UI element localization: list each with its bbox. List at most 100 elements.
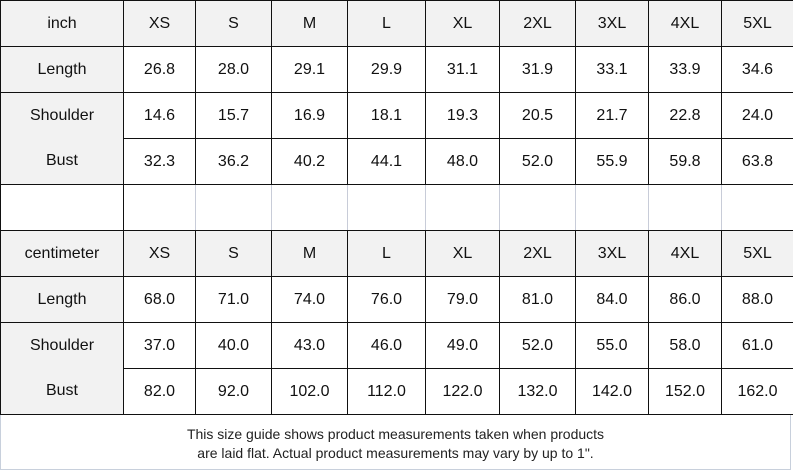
size-header-l: L — [347, 0, 426, 47]
empty-cell — [123, 184, 196, 231]
size-header-xs: XS — [123, 230, 196, 277]
empty-cell — [195, 184, 272, 231]
measurement-cell: 34.6 — [721, 46, 793, 93]
measurement-cell: 76.0 — [347, 276, 426, 323]
size-header-2xl: 2XL — [499, 230, 576, 277]
measurement-cell: 31.9 — [499, 46, 576, 93]
header-row-centimeter: centimeter XS S M L XL 2XL 3XL 4XL 5XL — [0, 230, 793, 277]
empty-cell — [648, 184, 722, 231]
empty-cell — [721, 184, 793, 231]
measurement-cell: 33.1 — [575, 46, 649, 93]
measurement-cell: 44.1 — [347, 138, 426, 185]
measurement-cell: 31.1 — [425, 46, 500, 93]
measurement-cell: 71.0 — [195, 276, 272, 323]
measurement-cell: 88.0 — [721, 276, 793, 323]
measurement-cell: 55.0 — [575, 322, 649, 369]
measurement-cell: 20.5 — [499, 92, 576, 139]
size-header-5xl: 5XL — [721, 0, 793, 47]
size-header-2xl: 2XL — [499, 0, 576, 47]
measurement-cell: 122.0 — [425, 368, 500, 415]
measurement-cell: 15.7 — [195, 92, 272, 139]
row-label: Bust — [0, 368, 124, 415]
table-row-bust: Bust 82.0 92.0 102.0 112.0 122.0 132.0 142.0 152… — [0, 368, 793, 415]
measurement-cell: 18.1 — [347, 92, 426, 139]
measurement-cell: 24.0 — [721, 92, 793, 139]
size-header-4xl: 4XL — [648, 0, 722, 47]
size-guide-note: This size guide shows product measuremen… — [0, 415, 791, 470]
measurement-cell: 46.0 — [347, 322, 426, 369]
header-row-inch: inch XS S M L XL 2XL 3XL 4XL 5XL — [0, 0, 793, 47]
measurement-cell: 32.3 — [123, 138, 196, 185]
table-row-length: Length 26.8 28.0 29.1 29.9 31.1 31.9 33.1 33.9 34… — [0, 46, 793, 93]
empty-cell — [425, 184, 500, 231]
empty-cell — [347, 184, 426, 231]
size-header-3xl: 3XL — [575, 230, 649, 277]
measurement-cell: 162.0 — [721, 368, 793, 415]
measurement-cell: 22.8 — [648, 92, 722, 139]
measurement-cell: 61.0 — [721, 322, 793, 369]
measurement-cell: 142.0 — [575, 368, 649, 415]
measurement-cell: 52.0 — [499, 322, 576, 369]
measurement-cell: 132.0 — [499, 368, 576, 415]
measurement-cell: 112.0 — [347, 368, 426, 415]
measurement-cell: 82.0 — [123, 368, 196, 415]
measurement-cell: 52.0 — [499, 138, 576, 185]
measurement-cell: 86.0 — [648, 276, 722, 323]
measurement-cell: 49.0 — [425, 322, 500, 369]
size-header-xl: XL — [425, 230, 500, 277]
empty-cell — [575, 184, 649, 231]
row-label: Shoulder — [0, 92, 124, 139]
table-row-shoulder: Shoulder 14.6 15.7 16.9 18.1 19.3 20.5 21.7 22.8… — [0, 92, 793, 139]
measurement-cell: 55.9 — [575, 138, 649, 185]
measurement-cell: 48.0 — [425, 138, 500, 185]
measurement-cell: 29.1 — [271, 46, 348, 93]
size-header-4xl: 4XL — [648, 230, 722, 277]
measurement-cell: 29.9 — [347, 46, 426, 93]
row-label: Length — [0, 46, 124, 93]
measurement-cell: 21.7 — [575, 92, 649, 139]
size-header-m: M — [271, 0, 348, 47]
measurement-cell: 26.8 — [123, 46, 196, 93]
empty-cell — [499, 184, 576, 231]
measurement-cell: 68.0 — [123, 276, 196, 323]
note-line-1: This size guide shows product measuremen… — [186, 426, 605, 442]
unit-header: inch — [0, 0, 124, 47]
unit-header: centimeter — [0, 230, 124, 277]
size-header-s: S — [195, 0, 272, 47]
size-header-5xl: 5XL — [721, 230, 793, 277]
measurement-cell: 102.0 — [271, 368, 348, 415]
size-header-3xl: 3XL — [575, 0, 649, 47]
size-header-xs: XS — [123, 0, 196, 47]
table-row-bust: Bust 32.3 36.2 40.2 44.1 48.0 52.0 55.9 59.8 63.8 — [0, 138, 793, 185]
measurement-cell: 33.9 — [648, 46, 722, 93]
size-chart-table: inch XS S M L XL 2XL 3XL 4XL 5XL Length 26.8 28.0 29.… — [0, 0, 793, 415]
table-row-length: Length 68.0 71.0 74.0 76.0 79.0 81.0 84.0 86.0 88… — [0, 276, 793, 323]
measurement-cell: 19.3 — [425, 92, 500, 139]
measurement-cell: 36.2 — [195, 138, 272, 185]
size-header-xl: XL — [425, 0, 500, 47]
note-line-2: are laid flat. Actual product measuremen… — [197, 445, 594, 461]
measurement-cell: 81.0 — [499, 276, 576, 323]
empty-cell — [0, 184, 124, 231]
measurement-cell: 43.0 — [271, 322, 348, 369]
spacer-row — [0, 184, 793, 231]
table-row-shoulder: Shoulder 37.0 40.0 43.0 46.0 49.0 52.0 55.0 58.0… — [0, 322, 793, 369]
size-header-m: M — [271, 230, 348, 277]
row-label: Bust — [0, 138, 124, 185]
measurement-cell: 37.0 — [123, 322, 196, 369]
measurement-cell: 84.0 — [575, 276, 649, 323]
size-header-s: S — [195, 230, 272, 277]
row-label: Shoulder — [0, 322, 124, 369]
row-label: Length — [0, 276, 124, 323]
measurement-cell: 92.0 — [195, 368, 272, 415]
measurement-cell: 58.0 — [648, 322, 722, 369]
measurement-cell: 40.2 — [271, 138, 348, 185]
measurement-cell: 79.0 — [425, 276, 500, 323]
size-header-l: L — [347, 230, 426, 277]
empty-cell — [271, 184, 348, 231]
measurement-cell: 63.8 — [721, 138, 793, 185]
measurement-cell: 14.6 — [123, 92, 196, 139]
measurement-cell: 28.0 — [195, 46, 272, 93]
measurement-cell: 40.0 — [195, 322, 272, 369]
measurement-cell: 152.0 — [648, 368, 722, 415]
